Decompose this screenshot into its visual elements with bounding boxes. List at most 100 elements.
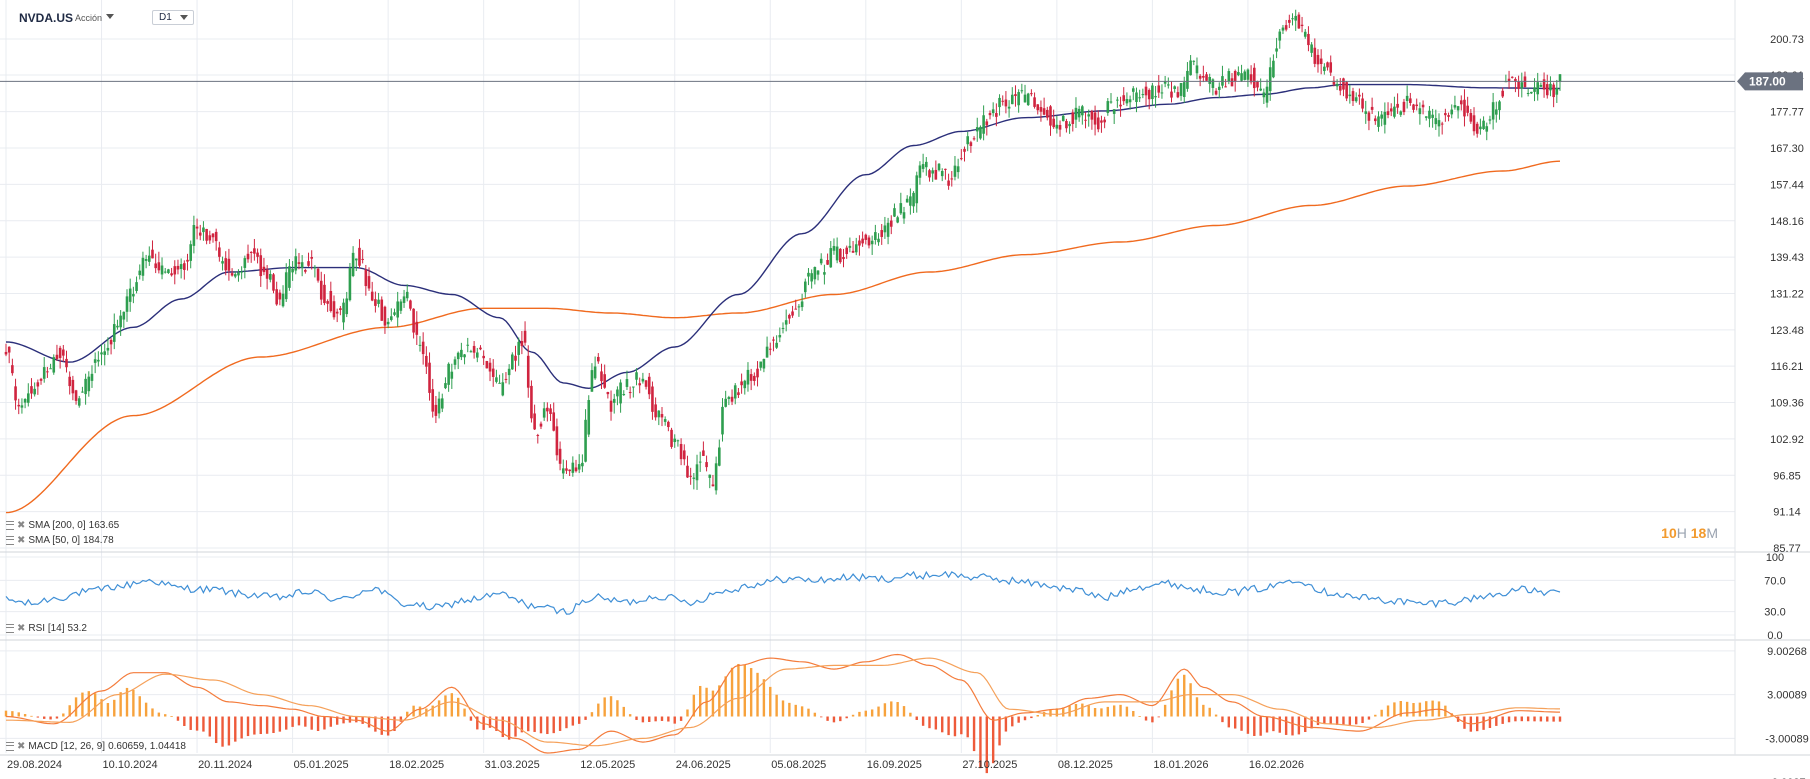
candle-body [803, 281, 807, 293]
macd-histogram-bar [374, 716, 377, 732]
candle-body [1071, 112, 1075, 124]
macd-histogram-bar [106, 703, 110, 717]
price-tick-label: 157.44 [1770, 179, 1804, 191]
timeframe-select[interactable]: D1 [152, 10, 194, 25]
candle-body [740, 381, 743, 386]
candle-body [1307, 33, 1310, 46]
macd-histogram-bar [520, 716, 524, 733]
candle-body [848, 245, 852, 248]
candle-body [1393, 106, 1396, 117]
candle-body [399, 301, 403, 311]
candle-body [711, 484, 715, 487]
candle-body [775, 342, 778, 348]
candle-body [641, 378, 645, 382]
macd-histogram-bar [253, 716, 256, 735]
symbol-name[interactable]: NVDA.US [19, 11, 74, 25]
macd-histogram-bar [1291, 716, 1294, 736]
candle-body [237, 272, 240, 276]
legend-macd[interactable]: ✖ MACD [12, 26, 9] 0.60659, 1.04418 [6, 741, 186, 752]
candle-body [1240, 73, 1243, 81]
candle-body [87, 376, 91, 392]
macd-histogram-bar [164, 714, 167, 717]
candle-body [1173, 86, 1176, 89]
settings-icon[interactable] [6, 742, 14, 751]
macd-histogram-bar [654, 716, 657, 722]
candle-body [1163, 81, 1167, 84]
candle-body [157, 262, 161, 271]
close-icon[interactable]: ✖ [17, 741, 26, 752]
legend-sma50[interactable]: ✖ SMA [50, 0] 184.78 [6, 535, 114, 546]
candle-body [647, 376, 651, 395]
candle-body [402, 296, 406, 303]
settings-icon[interactable] [6, 624, 14, 633]
candle-body [456, 352, 460, 360]
candle-body [1536, 82, 1540, 95]
candle-body [1507, 78, 1511, 82]
candle-body [756, 368, 759, 378]
legend-rsi[interactable]: ✖ RSI [14] 53.2 [6, 623, 87, 634]
macd-histogram-bar [227, 716, 231, 746]
candle-body [864, 234, 868, 240]
symbol-dropdown-icon[interactable] [106, 14, 114, 19]
price-tick-label: 200.73 [1770, 34, 1804, 46]
candle-body [1275, 48, 1278, 52]
candle-body [1157, 85, 1161, 93]
macd-histogram-bar [628, 714, 632, 717]
candle-body [475, 352, 479, 358]
macd-histogram-bar [966, 716, 969, 738]
candle-body [584, 419, 587, 462]
candle-body [1160, 92, 1164, 94]
candle-body [450, 371, 454, 379]
candle-body [705, 462, 708, 468]
macd-histogram-bar [1552, 716, 1555, 722]
rsi-label: RSI [14] [28, 623, 65, 634]
close-icon[interactable]: ✖ [17, 520, 26, 531]
settings-icon[interactable] [6, 521, 14, 530]
macd-histogram-bar [1170, 690, 1173, 717]
candle-body [526, 355, 530, 388]
time-tick-label: 05.08.2025 [771, 759, 826, 771]
candle-body [1154, 96, 1157, 98]
macd-histogram-bar [1278, 716, 1281, 733]
candle-body [310, 257, 314, 259]
rsi-line [5, 570, 1561, 615]
candle-body [65, 358, 68, 368]
macd-histogram-bar [590, 712, 594, 717]
candle-body [854, 244, 858, 253]
candle-body [326, 301, 329, 304]
macd-histogram-bar [1335, 716, 1339, 725]
candle-body [530, 385, 533, 419]
candle-body [966, 136, 969, 145]
macd-histogram-bar [1227, 716, 1231, 728]
close-icon[interactable]: ✖ [17, 623, 26, 634]
macd-histogram-bar [807, 708, 810, 717]
candle-body [58, 347, 62, 358]
candle-body [294, 256, 298, 271]
candle-body [1517, 81, 1520, 89]
macd-histogram-bar [30, 715, 33, 717]
close-icon[interactable]: ✖ [17, 535, 26, 546]
candle-body [998, 97, 1001, 108]
macd-histogram-bar [686, 709, 689, 717]
candle-body [116, 325, 119, 328]
candle-body [568, 469, 571, 472]
candle-body [1316, 54, 1320, 65]
candle-body [1409, 98, 1412, 103]
macd-histogram-bar [310, 716, 313, 730]
macd-histogram-bar [11, 711, 14, 717]
candle-body [81, 391, 84, 393]
candle-body [370, 291, 374, 301]
sma200-label: SMA [200, 0] [28, 520, 86, 531]
macd-histogram-bar [4, 710, 8, 717]
candle-body [590, 370, 594, 392]
macd-histogram-bar [437, 700, 441, 717]
macd-histogram-bar [1030, 716, 1033, 719]
candle-body [259, 255, 263, 277]
settings-icon[interactable] [6, 536, 14, 545]
candle-body [1434, 118, 1438, 125]
price-tick-label: 96.85 [1773, 470, 1801, 482]
legend-sma200[interactable]: ✖ SMA [200, 0] 163.65 [6, 520, 119, 531]
candle-body [504, 378, 508, 380]
candle-body [781, 327, 785, 329]
